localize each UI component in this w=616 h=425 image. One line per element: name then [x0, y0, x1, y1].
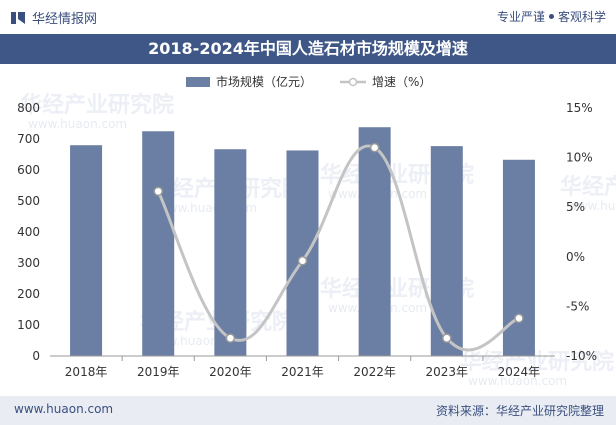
y-right-tick-label: 10% — [566, 151, 593, 165]
x-tick-label: 2020年 — [209, 365, 252, 379]
y-left-tick-label: 200 — [17, 287, 40, 301]
bar-2022年 — [358, 127, 391, 356]
growth-point-2023年 — [442, 333, 452, 343]
slogan-dot-icon — [548, 14, 554, 19]
x-tick-label: 2021年 — [281, 365, 324, 379]
slogan-left: 专业严谨 — [496, 10, 545, 24]
chart-title: 2018-2024年中国人造石材市场规模及增速 — [0, 34, 616, 64]
x-tick-label: 2022年 — [353, 365, 396, 379]
footer-source: 资料来源：华经产业研究院整理 — [435, 404, 604, 418]
growth-point-2020年 — [225, 333, 236, 343]
legend-bar-label: 市场规模（亿元） — [216, 74, 312, 89]
bar-2018年 — [70, 145, 103, 356]
x-tick-label: 2018年 — [65, 365, 108, 379]
footer-url: www.huaon.com — [14, 402, 114, 416]
watermark-text: 华经产业研究院 — [20, 92, 174, 118]
bar-2019年 — [142, 131, 175, 356]
brand-logo-icon — [11, 11, 25, 24]
chart: 华经产业研究院www.huaon.com华经产业研究院www.huaon.com… — [17, 74, 616, 388]
y-left-tick-label: 700 — [17, 132, 40, 146]
bar-2021年 — [286, 150, 319, 356]
x-tick-label: 2024年 — [498, 365, 541, 379]
y-left-tick-label: 600 — [17, 163, 40, 177]
legend: 市场规模（亿元） 增速（%） — [186, 74, 431, 89]
y-left-tick-label: 800 — [17, 101, 40, 115]
x-tick-label: 2019年 — [137, 365, 180, 379]
growth-point-2024年 — [514, 313, 524, 324]
growth-point-2021年 — [297, 256, 308, 266]
y-left-tick-label: 500 — [17, 194, 40, 208]
bar-2023年 — [430, 146, 463, 356]
slogan-right: 客观科学 — [557, 10, 606, 24]
y-left-tick-label: 0 — [32, 349, 40, 363]
watermark-text: 华经产业研究院 — [460, 349, 614, 375]
legend-bar-swatch — [186, 77, 210, 87]
watermark-url: www.huaon.com — [568, 199, 616, 213]
growth-point-2022年 — [369, 142, 380, 153]
y-left-tick-label: 400 — [17, 225, 40, 239]
bar-2020年 — [214, 149, 247, 356]
bar-2024年 — [502, 159, 535, 356]
watermark-text: 华经产业研究院 — [560, 174, 616, 200]
y-left-tick-label: 300 — [17, 256, 40, 270]
y-right-tick-label: 0% — [566, 250, 585, 264]
growth-point-2019年 — [153, 186, 163, 197]
legend-line-label: 增速（%） — [372, 75, 431, 89]
watermark-url: www.huaon.com — [468, 374, 567, 388]
y-right-tick-label: 5% — [566, 200, 585, 214]
y-right-tick-label: -10% — [566, 349, 597, 363]
legend-line-marker — [348, 77, 358, 87]
y-right-tick-label: 15% — [566, 101, 593, 115]
y-right-tick-label: -5% — [566, 299, 589, 313]
watermark-url: www.huaon.com — [28, 117, 127, 131]
brand: 华经情报网 — [10, 8, 97, 27]
axes: 2018年 2019年 2020年 2021年 2022年 2023年 2024年 0 100 2… — [17, 101, 597, 379]
x-tick-label: 2023年 — [426, 365, 469, 379]
brand-name: 华经情报网 — [32, 12, 98, 27]
y-left-tick-label: 100 — [17, 318, 40, 332]
growth-line — [153, 142, 524, 352]
top-bar: 华经情报网 专业严谨 客观科学 — [0, 0, 616, 34]
footer: www.huaon.com 资料来源：华经产业研究院整理 — [0, 396, 616, 425]
slogan: 专业严谨 客观科学 — [497, 8, 606, 25]
